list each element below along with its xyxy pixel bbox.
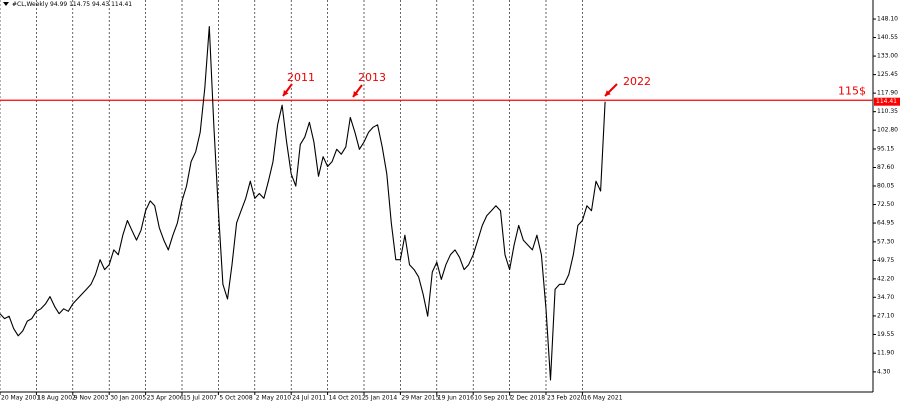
x-tick-label: 18 Aug 2002 — [37, 395, 76, 402]
annotation: 2011 — [287, 71, 315, 84]
price-line — [0, 26, 606, 381]
x-tick-label: 29 Mar 2015 — [401, 395, 439, 402]
y-tick-label: 19.55 — [877, 331, 894, 338]
x-tick-label: 9 Nov 2003 — [74, 395, 109, 402]
y-tick-label: 87.60 — [877, 164, 894, 171]
x-tick-label: 16 May 2021 — [583, 395, 622, 402]
x-tick-label: 23 Feb 2020 — [547, 395, 585, 402]
y-tick-label: 27.10 — [877, 312, 894, 319]
x-tick-label: 14 Oct 2012 — [329, 395, 366, 402]
annotation: 2013 — [358, 71, 386, 84]
x-tick-label: 2 Dec 2018 — [511, 395, 546, 402]
y-tick-label: 49.75 — [877, 257, 894, 264]
x-tick-label: 5 Jan 2014 — [365, 395, 397, 402]
last-price-label: 114.41 — [876, 98, 897, 105]
y-tick-label: 95.15 — [877, 145, 894, 152]
last-price-box — [874, 97, 900, 106]
y-tick-label: 42.20 — [877, 275, 894, 282]
arrow-head — [353, 91, 359, 97]
x-tick-label: 19 Jun 2016 — [438, 395, 474, 402]
chart-header: #CL,Weekly 94.99 114.75 94.43 114.41 — [12, 1, 132, 8]
y-tick-label: 72.50 — [877, 201, 894, 208]
x-tick-label: 30 Jan 2005 — [110, 395, 146, 402]
y-tick-label: 11.90 — [877, 350, 894, 357]
y-tick-label: 4.30 — [877, 368, 891, 375]
y-tick-label: 57.30 — [877, 238, 894, 245]
menu-icon[interactable] — [3, 2, 9, 6]
y-tick-label: 125.45 — [877, 71, 898, 78]
y-tick-label: 34.70 — [877, 294, 894, 301]
y-tick-label: 140.55 — [877, 34, 898, 41]
annotation: 2022 — [623, 75, 651, 88]
y-tick-label: 64.95 — [877, 220, 894, 227]
level-label: 115$ — [838, 84, 866, 97]
x-tick-label: 5 Oct 2008 — [219, 395, 252, 402]
x-tick-label: 20 May 2001 — [1, 395, 40, 402]
arrow-head — [605, 90, 611, 96]
y-tick-label: 110.35 — [877, 108, 898, 115]
y-tick-label: 102.80 — [877, 127, 898, 134]
y-tick-label: 148.10 — [877, 16, 898, 23]
y-tick-label: 117.90 — [877, 90, 898, 97]
y-tick-label: 80.05 — [877, 183, 894, 190]
arrow-head — [283, 90, 289, 96]
x-tick-label: 24 Jul 2011 — [292, 395, 326, 402]
x-tick-label: 2 May 2010 — [256, 395, 291, 402]
y-tick-label: 133.00 — [877, 53, 898, 60]
x-tick-label: 10 Sep 2017 — [474, 395, 512, 402]
x-tick-label: 23 Apr 2006 — [147, 395, 184, 402]
x-tick-label: 15 Jul 2007 — [183, 395, 217, 402]
